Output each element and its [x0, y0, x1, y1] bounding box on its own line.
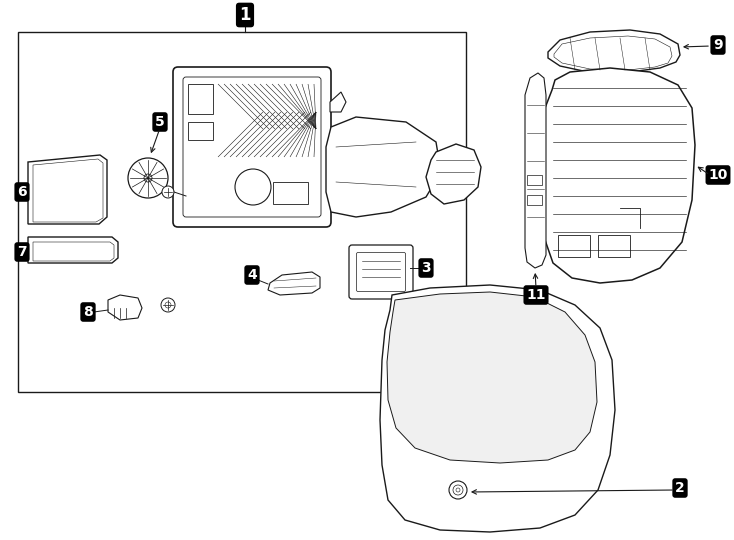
Polygon shape	[525, 73, 546, 268]
Polygon shape	[28, 155, 107, 224]
Text: 8: 8	[83, 305, 93, 319]
Bar	[273, 182, 308, 204]
Circle shape	[162, 186, 174, 198]
Bar	[558, 235, 590, 257]
Circle shape	[128, 158, 168, 198]
Polygon shape	[548, 30, 680, 72]
Text: 7: 7	[17, 245, 27, 259]
Bar	[188, 122, 213, 140]
Text: 6: 6	[17, 185, 27, 199]
FancyBboxPatch shape	[173, 67, 331, 227]
Polygon shape	[326, 117, 441, 217]
Bar	[598, 235, 630, 257]
Bar	[527, 175, 542, 185]
Polygon shape	[387, 292, 597, 463]
Text: 2: 2	[675, 481, 685, 495]
Polygon shape	[108, 295, 142, 320]
Text: 5: 5	[155, 115, 165, 129]
Text: 11: 11	[526, 288, 546, 302]
Polygon shape	[380, 285, 615, 532]
Polygon shape	[268, 272, 320, 295]
Polygon shape	[330, 92, 346, 112]
Text: 3: 3	[421, 261, 431, 275]
Bar	[527, 195, 542, 205]
Circle shape	[161, 298, 175, 312]
Text: 9: 9	[713, 38, 723, 52]
Circle shape	[144, 174, 152, 182]
Polygon shape	[543, 68, 695, 283]
Circle shape	[449, 481, 467, 499]
Bar	[18, 32, 466, 392]
Bar	[188, 84, 213, 114]
Polygon shape	[28, 237, 118, 263]
Text: 1: 1	[239, 6, 251, 24]
Polygon shape	[426, 144, 481, 204]
Text: 10: 10	[708, 168, 727, 182]
Text: 4: 4	[247, 268, 257, 282]
Circle shape	[235, 169, 271, 205]
FancyBboxPatch shape	[349, 245, 413, 299]
